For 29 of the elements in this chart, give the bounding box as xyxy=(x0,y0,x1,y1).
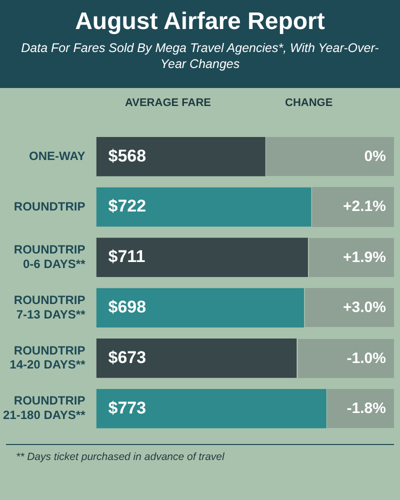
bar xyxy=(96,136,266,176)
y-tick-label: ROUNDTRIP xyxy=(14,199,86,214)
data-label: $568 xyxy=(108,146,146,166)
y-tick-label: ONE-WAY xyxy=(29,148,86,163)
x-axis-title: AVERAGE FARE xyxy=(125,97,211,109)
y-tick-label: ROUNDTRIP 14-20 DAYS** xyxy=(10,343,86,372)
chart-subtitle: Data For Fares Sold By Mega Travel Agencies*, With Year-Over-Year Changes xyxy=(20,40,380,72)
text: ** Days ticket purchased in advance of travel xyxy=(6,444,394,469)
y-tick-label: ROUNDTRIP 7-13 DAYS** xyxy=(14,292,86,322)
change-cell: -1.0% xyxy=(298,338,394,378)
change-cell: +3.0% xyxy=(305,288,394,328)
change-cell: +1.9% xyxy=(308,238,394,278)
bar xyxy=(96,388,326,428)
bar xyxy=(96,288,304,328)
data-label: $722 xyxy=(108,196,146,216)
change-cell: +2.1% xyxy=(312,187,394,227)
bar xyxy=(96,187,312,227)
data-label: $711 xyxy=(108,247,146,266)
data-label: $673 xyxy=(108,348,146,367)
y-tick-label: ROUNDTRIP 21-180 DAYS** xyxy=(2,394,86,422)
data-label: $698 xyxy=(108,297,146,316)
change-cell: -1.8% xyxy=(327,388,394,428)
y-tick-label: ROUNDTRIP 0-6 DAYS** xyxy=(14,242,86,271)
change-cell: 0% xyxy=(266,136,394,176)
bar xyxy=(96,238,308,278)
data-label: $773 xyxy=(108,398,146,418)
x2-axis-title: CHANGE xyxy=(285,97,333,109)
chart-title: August Airfare Report xyxy=(74,8,326,36)
bar xyxy=(96,338,297,378)
